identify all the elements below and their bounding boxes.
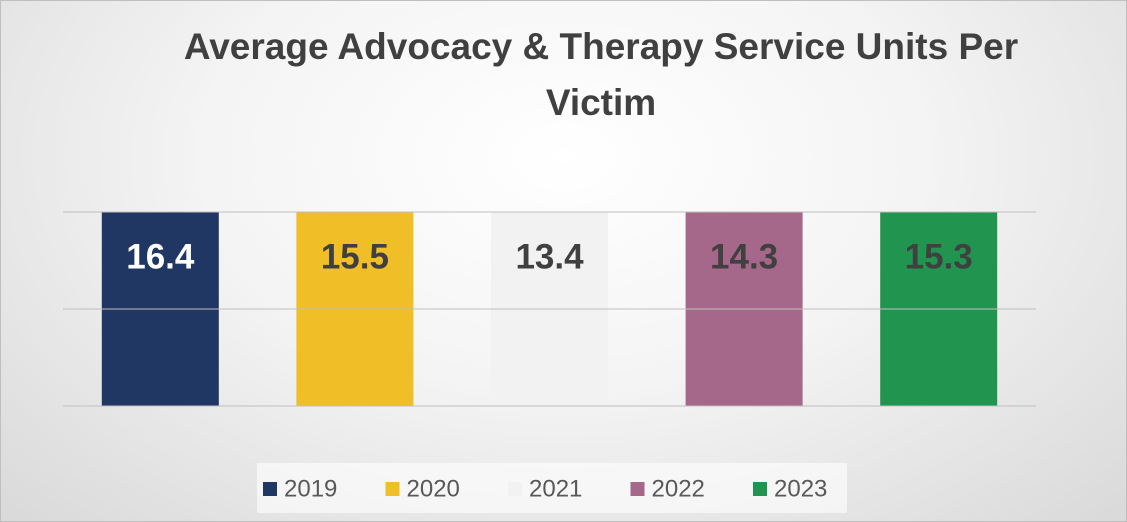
chart-title: Average Advocacy & Therapy Service Units…: [183, 26, 1019, 123]
legend-swatch: [630, 482, 645, 496]
legend-swatch: [753, 482, 767, 496]
legend-label: 2023: [774, 475, 827, 502]
legend-box: [257, 463, 847, 513]
data-label: 13.4: [515, 237, 584, 276]
data-label: 15.5: [321, 237, 389, 276]
legend-swatch: [263, 482, 277, 496]
legend-swatch: [385, 482, 400, 496]
data-label: 15.3: [905, 237, 973, 276]
legend-label: 2019: [284, 475, 337, 502]
legend-swatch: [508, 482, 522, 496]
data-label: 16.4: [126, 237, 195, 276]
legend-label: 2022: [652, 475, 705, 502]
legend-label: 2020: [407, 475, 460, 502]
data-label: 14.3: [710, 237, 778, 276]
legend-label: 2021: [529, 475, 582, 502]
